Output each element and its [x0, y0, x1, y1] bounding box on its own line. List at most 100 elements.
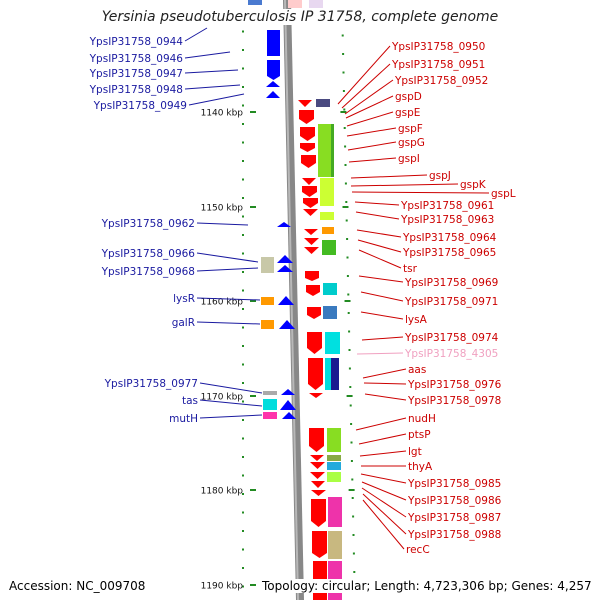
- guide-dot: [242, 215, 244, 218]
- gene-arrow-0963: [304, 229, 318, 235]
- guide-dot: [242, 530, 244, 532]
- gene-arrow-gspf: [300, 127, 315, 141]
- guide-dot: [242, 585, 244, 588]
- cog-box: [327, 428, 341, 452]
- gene-label-right: YpsIP31758_0951: [391, 59, 485, 71]
- leader-line: [363, 382, 407, 385]
- backbone-highlight: [284, 0, 299, 600]
- gene-label-right: gspE: [395, 107, 420, 119]
- guide-dot: [242, 178, 244, 181]
- gene-label-right: gspG: [398, 137, 425, 149]
- gene-label-right: gspD: [395, 91, 422, 103]
- gene-label-right: YpsIP31758_0964: [402, 232, 497, 244]
- gene-arrow-lysr: [278, 296, 294, 305]
- leader-line: [344, 79, 394, 115]
- gene-arrow-lgt: [310, 455, 324, 461]
- guide-dot: [352, 552, 355, 555]
- accession-caption: Accession: NC_009708: [9, 579, 146, 593]
- guide-dot: [242, 289, 244, 292]
- guide-dot: [342, 71, 345, 74]
- gene-label-right: YpsIP31758_0952: [394, 75, 488, 87]
- gene-label-right: YpsIP31758_0985: [407, 478, 501, 490]
- guide-dot: [351, 497, 354, 499]
- cog-box: [323, 306, 337, 319]
- gene-label-left: YpsIP31758_0947: [89, 68, 183, 80]
- leader-line: [351, 191, 490, 194]
- cog-box: [309, 0, 323, 8]
- gene-label-right: YpsIP31758_0950: [391, 41, 485, 53]
- guide-dot: [242, 437, 244, 440]
- leader-line: [354, 201, 400, 206]
- guide-dot: [242, 363, 244, 366]
- accession-text: Accession: NC_009708: [9, 579, 146, 593]
- leader-line: [361, 481, 407, 501]
- gene-label-left: YpsIP31758_0949: [93, 100, 187, 112]
- cog-box: [261, 297, 274, 305]
- leader-line: [348, 157, 397, 163]
- gene-arrow-0985: [310, 472, 325, 479]
- guide-dot: [346, 238, 349, 240]
- gene-arrow-aas: [308, 358, 323, 390]
- guide-dot: [242, 30, 244, 33]
- gene-label-left: YpsIP31758_0977: [104, 378, 198, 390]
- gene-label-right: YpsIP31758_0969: [404, 277, 498, 289]
- leader-line: [199, 399, 263, 407]
- leader-line: [356, 229, 402, 238]
- gene-arrow-ptsp: [309, 428, 324, 452]
- reverse-cog-boxes: [288, 0, 342, 600]
- gene-label-right: ptsP: [408, 429, 431, 441]
- gene-label-right: YpsIP31758_4305: [404, 348, 498, 360]
- gene-label-right: recC: [406, 544, 430, 556]
- leader-line: [346, 127, 397, 137]
- gene-label-right: gspJ: [429, 170, 451, 182]
- cog-box: [261, 320, 274, 329]
- cog-box: [318, 124, 332, 177]
- leader-line: [196, 252, 259, 263]
- forward-cog-boxes: [248, 0, 277, 419]
- gene-label-left: YpsIP31758_0946: [89, 53, 184, 65]
- gene-label-right: thyA: [408, 461, 433, 473]
- gene-label-left: YpsIP31758_0944: [89, 36, 184, 48]
- cog-box: [320, 212, 334, 220]
- leader-line: [360, 311, 404, 320]
- leader-line: [362, 493, 407, 535]
- leader-line: [347, 141, 397, 151]
- leader-line: [196, 321, 261, 325]
- gene-arrow-lysa: [307, 307, 321, 319]
- guide-dot: [341, 34, 344, 37]
- gene-label-right: YpsIP31758_0988: [407, 529, 501, 541]
- gene-arrow-gspl: [303, 198, 318, 208]
- guide-dot: [352, 515, 355, 518]
- leader-line: [355, 417, 407, 431]
- guide-dot: [242, 326, 244, 329]
- cog-box: [263, 391, 277, 395]
- guide-dot: [242, 548, 244, 551]
- gene-arrow-0988: [311, 499, 326, 527]
- gene-arrow-0949: [266, 91, 280, 98]
- gene-arrow-gspd: [298, 100, 312, 107]
- gene-label-right: YpsIP31758_0961: [400, 200, 494, 212]
- position-dots: [242, 12, 356, 592]
- guide-dot: [342, 53, 345, 55]
- leader-line: [188, 93, 245, 106]
- leader-line: [360, 291, 404, 302]
- leader-line: [361, 487, 407, 518]
- guide-dot: [242, 67, 244, 70]
- guide-dot: [345, 219, 348, 222]
- guide-dot: [347, 293, 350, 296]
- topology-text: Topology: circular; Length: 4,723,306 bp…: [262, 579, 592, 593]
- guide-dot: [242, 456, 244, 458]
- left-gene-labels: YpsIP31758_0944 YpsIP31758_0946 YpsIP31758…: [89, 36, 198, 425]
- guide-dot: [242, 382, 244, 384]
- guide-dot: [242, 400, 244, 403]
- scale-ticks: 1140 kbp 1150 kbp 1160 kbp 1170 kbp 1180 kbp…: [201, 109, 357, 592]
- cog-box: [327, 462, 341, 470]
- cog-box: [320, 178, 334, 206]
- guide-dot: [242, 567, 244, 569]
- gene-arrow-0969: [306, 285, 320, 296]
- leader-line: [358, 249, 402, 269]
- label-leader-lines: [184, 27, 490, 550]
- right-gene-labels: YpsIP31758_0950 YpsIP31758_0951 YpsIP31758…: [391, 41, 516, 556]
- gene-arrow-0976: [309, 393, 323, 398]
